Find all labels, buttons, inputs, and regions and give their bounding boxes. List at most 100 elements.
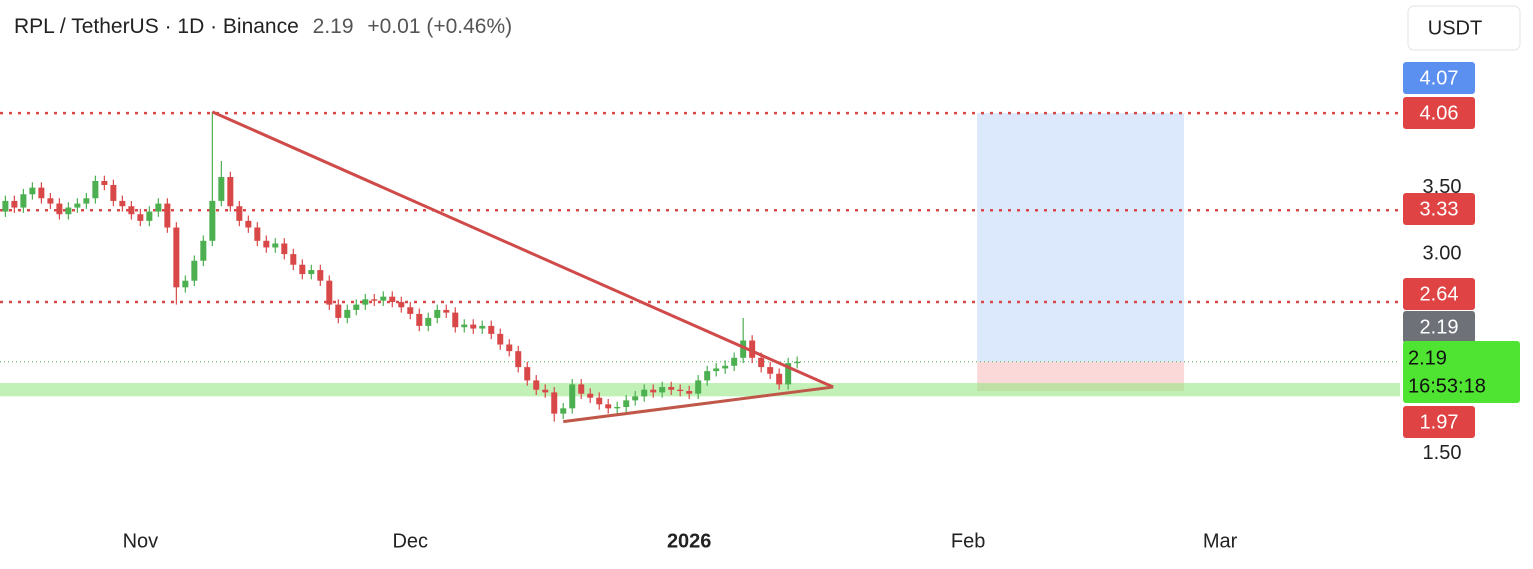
candle-body: [686, 391, 693, 394]
profit-zone: [977, 113, 1185, 362]
candle-body: [254, 227, 261, 241]
candle-body: [569, 384, 576, 409]
candle-body: [452, 312, 459, 328]
countdown: 16:53:18: [1408, 375, 1486, 397]
candle-body: [389, 296, 396, 302]
candle-body: [11, 200, 18, 208]
candle-body: [83, 198, 90, 204]
candle-body: [245, 220, 252, 228]
candle-body: [371, 299, 378, 301]
candle-body: [155, 203, 162, 212]
candle-body: [758, 357, 765, 368]
price-label: 4.07: [1420, 67, 1459, 89]
candle-body: [47, 198, 54, 204]
candle-body: [497, 333, 504, 345]
candle-body: [425, 317, 432, 326]
candle-body: [281, 243, 288, 255]
candle-body: [326, 280, 333, 305]
candle-body: [38, 187, 45, 199]
candle-body: [578, 384, 585, 394]
candle-body: [335, 304, 342, 318]
last-price: 2.19: [313, 15, 354, 38]
trendline: [211, 110, 834, 389]
candle-body: [191, 260, 198, 281]
price-label-box: [1403, 278, 1475, 310]
candle-body: [704, 371, 711, 381]
candle-body: [713, 368, 720, 372]
x-tick-label: Dec: [392, 530, 428, 552]
candle-body: [524, 367, 531, 381]
candle-body: [2, 200, 9, 212]
candle-body: [146, 211, 153, 221]
price-label: 4.06: [1420, 102, 1459, 124]
candle-body: [632, 396, 639, 401]
candle-body: [479, 325, 486, 329]
candle-body: [137, 214, 144, 221]
candle-body: [659, 387, 666, 393]
candle-body: [695, 380, 702, 394]
price-label: 1.97: [1420, 411, 1459, 433]
candle-body: [200, 240, 207, 261]
price-label-box: [1403, 341, 1520, 403]
candle-body: [92, 180, 99, 199]
candle-body: [272, 243, 279, 248]
candle-body: [785, 363, 792, 385]
price-label-box: [1403, 193, 1475, 225]
candle-body: [776, 373, 783, 385]
price-label-box: [1403, 97, 1475, 129]
price-change: +0.01 (+0.46%): [367, 15, 512, 38]
candle-body: [668, 387, 675, 390]
candle-body: [119, 200, 126, 207]
candle-body: [614, 406, 621, 409]
candle-body: [299, 264, 306, 275]
candle-body: [317, 270, 324, 281]
candle-body: [488, 325, 495, 334]
candle-body: [344, 309, 351, 318]
candle-body: [101, 180, 108, 185]
candle-body: [560, 408, 567, 414]
candle-body: [533, 380, 540, 390]
candle-body: [182, 280, 189, 288]
candle-body: [434, 309, 441, 318]
candle-body: [605, 404, 612, 409]
price-label-box: [1403, 62, 1475, 94]
candle-body: [398, 301, 405, 308]
candle-body: [794, 361, 801, 364]
candle-body: [641, 389, 648, 397]
candle-body: [20, 194, 27, 208]
candle-body: [380, 296, 387, 301]
price-label-box: [1403, 406, 1475, 438]
candle-body: [416, 313, 423, 326]
symbol: RPL / TetherUS · 1D · Binance: [14, 15, 299, 38]
currency[interactable]: USDT: [1428, 17, 1482, 39]
candle-body: [29, 187, 36, 195]
candle-body: [209, 200, 216, 241]
candle-body: [308, 270, 315, 275]
candle-body: [731, 357, 738, 366]
currency-box[interactable]: [1407, 5, 1521, 51]
candle-body: [677, 389, 684, 392]
candle-body: [353, 304, 360, 310]
candle-body: [551, 392, 558, 414]
candle-body: [470, 324, 477, 329]
candle-body: [740, 340, 747, 358]
y-tick-label: 3.50: [1423, 176, 1462, 198]
y-tick-label: 3.00: [1423, 242, 1462, 264]
candle-body: [65, 207, 72, 215]
candle-body: [650, 389, 657, 393]
candle-body: [164, 203, 171, 228]
candle-body: [587, 393, 594, 398]
x-tick-label: Nov: [123, 530, 159, 552]
candle-body: [74, 203, 81, 208]
price-label: 2.19: [1420, 316, 1459, 338]
candle-body: [623, 400, 630, 407]
candle-body: [263, 240, 270, 248]
candle-body: [443, 309, 450, 313]
candle-body: [506, 344, 513, 352]
trendline: [563, 385, 834, 424]
candle-body: [362, 299, 369, 305]
candle-body: [407, 307, 414, 314]
candle-body: [56, 203, 63, 215]
candle-body: [542, 389, 549, 393]
